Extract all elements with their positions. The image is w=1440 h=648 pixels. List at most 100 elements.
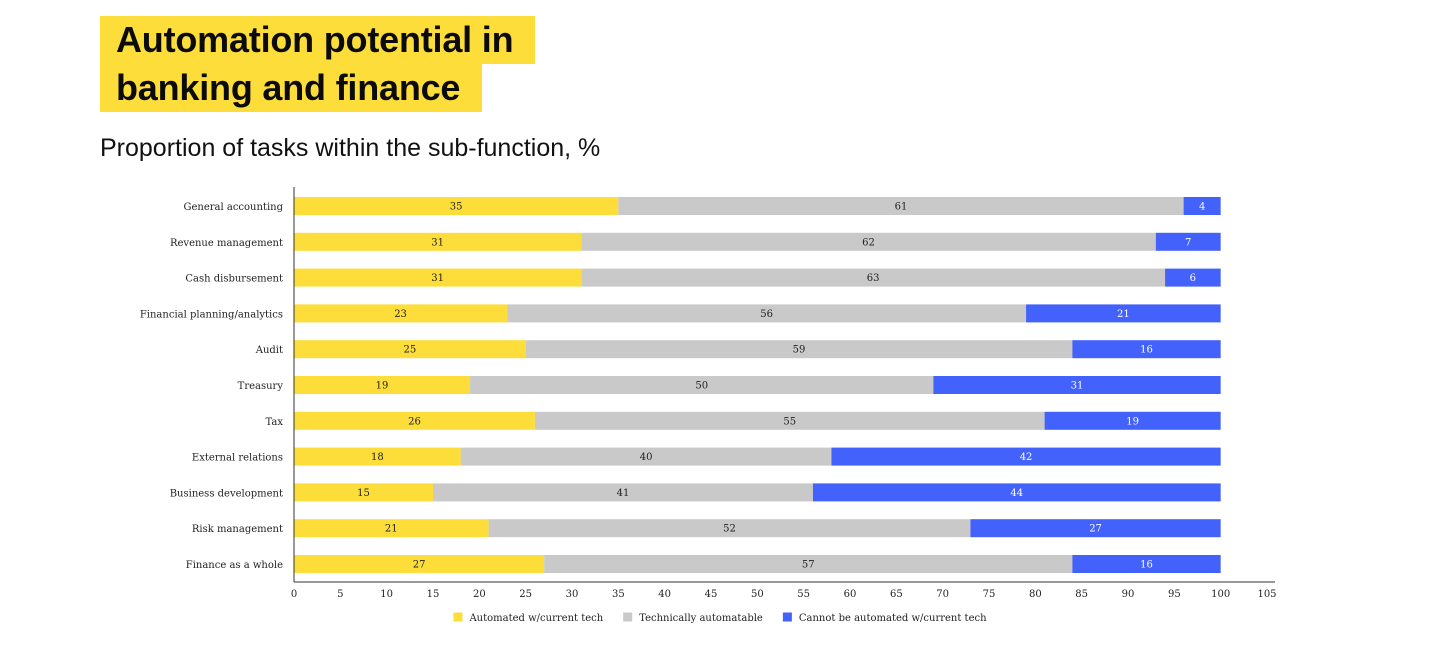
bar-segment: [581, 232, 1156, 251]
bar-segment: [970, 519, 1221, 538]
x-tick-label: 30: [566, 589, 579, 600]
bar-segment: [488, 519, 971, 538]
chart-subtitle: Proportion of tasks within the sub-funct…: [100, 134, 601, 162]
data-label: 62: [862, 237, 875, 248]
bar-segment: [1183, 197, 1221, 215]
x-tick-label: 50: [751, 589, 764, 600]
bar-segment: [294, 232, 582, 251]
category-labels: General accounting Revenue management Cash…: [140, 202, 284, 571]
title-line-1: Automation potential in: [100, 16, 536, 64]
data-label: 16: [1140, 560, 1153, 571]
data-label: 41: [617, 488, 630, 499]
x-tick-label: 35: [612, 589, 625, 600]
bar-segment: [812, 483, 1221, 502]
bar-segment: [1072, 555, 1221, 573]
data-label: 18: [371, 452, 384, 463]
category-label: General accounting: [183, 202, 283, 213]
data-label: 59: [793, 345, 806, 356]
bar-segment: [831, 447, 1221, 466]
bar-segment: [294, 197, 619, 215]
title-box: Automation potential in banking and fina…: [100, 16, 536, 112]
legend-label: Automated w/current tech: [468, 613, 603, 624]
axes-group: 0 5 10 15 20 25 30 35 40 45 50 55 60 65 70 75 80 85 90 95 10…: [291, 187, 1277, 600]
bar-segment: [1044, 411, 1221, 430]
title-line-2: banking and finance: [100, 64, 483, 112]
x-tick-label: 90: [1122, 589, 1135, 600]
bar-segment: [294, 268, 582, 287]
bar-segment: [1026, 304, 1221, 323]
x-tick-label: 55: [797, 589, 810, 600]
x-tick-label: 15: [427, 589, 440, 600]
data-label: 31: [1071, 381, 1084, 392]
bar-segment: [507, 304, 1027, 323]
bar-segment: [433, 483, 813, 502]
data-label: 16: [1140, 345, 1153, 356]
bar-segment: [581, 268, 1166, 287]
category-label: Revenue management: [170, 238, 283, 249]
data-label: 4: [1199, 202, 1205, 213]
x-tick-label: 65: [890, 589, 903, 600]
data-label: 6: [1190, 273, 1196, 284]
category-label: Finance as a whole: [186, 560, 283, 571]
x-tick-label: 20: [473, 589, 486, 600]
data-label: 21: [385, 524, 398, 535]
data-label: 25: [403, 345, 416, 356]
category-label: Cash disbursement: [185, 274, 283, 285]
bar-segment: [294, 555, 545, 573]
bar-segment: [294, 376, 471, 394]
data-label: 27: [413, 560, 426, 571]
data-label: 31: [431, 237, 444, 248]
data-label: 50: [695, 381, 708, 392]
data-label: 55: [783, 416, 796, 427]
category-label: Treasury: [238, 381, 284, 392]
legend-swatch: [453, 612, 463, 622]
bar-segment: [294, 447, 461, 466]
legend-swatch: [623, 612, 633, 622]
bar-segment: [1072, 340, 1221, 359]
bar-segment: [933, 376, 1221, 394]
data-label: 52: [723, 524, 736, 535]
legend-label: Technically automatable: [639, 613, 763, 624]
data-label: 56: [760, 309, 773, 320]
category-label: External relations: [192, 453, 283, 464]
data-label: 63: [867, 273, 880, 284]
x-tick-label: 80: [1029, 589, 1042, 600]
bar-segment: [460, 447, 832, 466]
data-label: 7: [1185, 237, 1191, 248]
bar-segment: [470, 376, 934, 394]
bar-segment: [1165, 268, 1221, 287]
data-label: 40: [640, 452, 653, 463]
data-label: 31: [431, 273, 444, 284]
x-tick-label: 95: [1168, 589, 1181, 600]
bar-segment: [534, 411, 1045, 430]
category-label: Business development: [170, 488, 283, 499]
bar-segment: [1155, 232, 1221, 251]
x-tick-label: 45: [705, 589, 718, 600]
x-tick-label: 75: [983, 589, 996, 600]
x-tick-label: 40: [658, 589, 671, 600]
data-label: 57: [802, 560, 815, 571]
bar-segment: [294, 411, 535, 430]
bar-segment: [294, 483, 433, 502]
data-label: 42: [1020, 452, 1033, 463]
category-label: Financial planning/analytics: [140, 309, 283, 320]
x-tick-label: 0: [291, 589, 297, 600]
data-label: 61: [895, 202, 908, 213]
data-label: 35: [450, 202, 463, 213]
data-label: 27: [1089, 524, 1102, 535]
category-label: Audit: [255, 345, 283, 356]
bar-segment: [294, 304, 508, 323]
data-label: 19: [376, 381, 389, 392]
legend-swatch: [782, 612, 792, 622]
bar-segment: [618, 197, 1184, 215]
data-label: 23: [394, 309, 407, 320]
x-tick-label: 60: [844, 589, 857, 600]
x-tick-label: 5: [337, 589, 343, 600]
data-label: 19: [1126, 416, 1139, 427]
legend: Automated w/current tech Technically auto…: [453, 612, 987, 624]
data-label: 44: [1010, 488, 1023, 499]
x-tick-label: 105: [1257, 589, 1276, 600]
x-tick-label: 10: [380, 589, 393, 600]
bar-segment: [294, 519, 489, 538]
